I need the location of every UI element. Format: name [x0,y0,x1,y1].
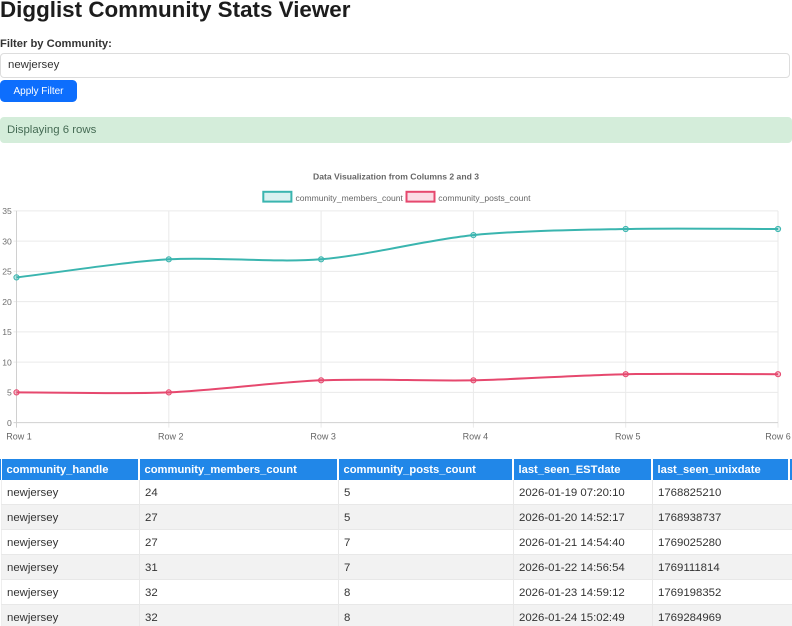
svg-text:Row 3: Row 3 [310,432,336,442]
svg-text:Row 5: Row 5 [615,432,641,442]
svg-text:25: 25 [2,267,12,277]
svg-text:Row 1: Row 1 [6,432,32,442]
svg-text:30: 30 [2,236,12,246]
svg-text:community_posts_count: community_posts_count [438,193,531,203]
svg-text:35: 35 [2,206,12,216]
svg-text:community_members_count: community_members_count [296,193,404,203]
svg-text:10: 10 [2,357,12,367]
svg-text:Data Visualization from Column: Data Visualization from Columns 2 and 3 [313,172,479,182]
svg-text:Row 2: Row 2 [158,432,184,442]
svg-text:20: 20 [2,297,12,307]
svg-text:5: 5 [7,388,12,398]
svg-text:Row 4: Row 4 [463,432,489,442]
svg-text:15: 15 [2,327,12,337]
svg-text:Row 6: Row 6 [765,432,791,442]
svg-text:0: 0 [7,418,12,428]
